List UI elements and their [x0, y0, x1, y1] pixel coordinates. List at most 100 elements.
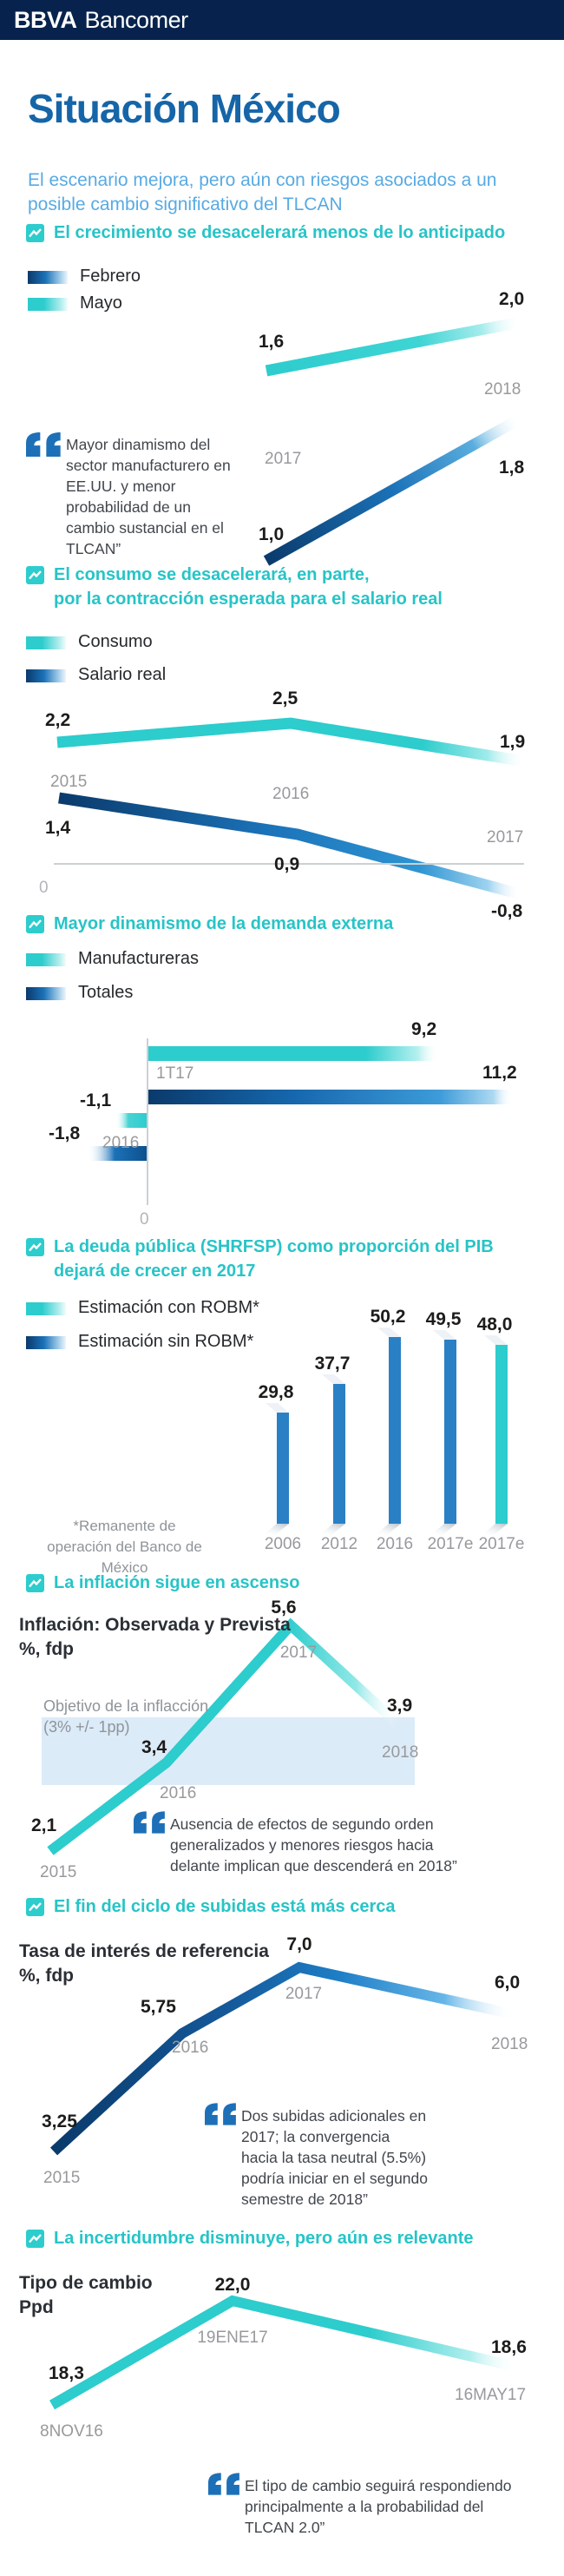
bar-shadow	[482, 1524, 508, 1535]
zero-axis-label: 0	[39, 879, 49, 897]
debt-value-2017e-sin: 49,5	[425, 1309, 462, 1329]
consumo-2016-value: 2,5	[272, 688, 298, 708]
rate-2017-value: 7,0	[286, 1934, 312, 1954]
rate-quote: Dos subidas adicionales en 2017; la conv…	[241, 2107, 429, 2208]
inflation-band-label: Objetivo de la inflacción (3% +/- 1pp)	[43, 1697, 209, 1736]
trend-chart-icon	[26, 1898, 44, 1916]
mayo-2017-value: 1,6	[259, 332, 285, 352]
trend-chart-icon	[26, 2230, 44, 2248]
section-heading-inflacion: La inflación sigue en ascenso	[54, 1573, 300, 1592]
inflation-year-2018: 2018	[382, 1743, 419, 1762]
fx-start-value: 18,3	[49, 2363, 84, 2383]
debt-cat-2006: 2006	[264, 1535, 302, 1553]
brand-logo: BBVA Bancomer	[14, 7, 188, 34]
legend-label-salario: Salario real	[78, 665, 167, 684]
inflation-2017-value: 5,6	[271, 1598, 297, 1617]
febrero-2018-value: 1,8	[499, 458, 525, 478]
fx-line	[49, 2295, 518, 2410]
rate-line	[49, 1961, 515, 2156]
bar-shadow	[430, 1524, 456, 1535]
inflation-2016-value: 3,4	[141, 1737, 167, 1757]
legend-label-consumo: Consumo	[78, 632, 153, 651]
section-heading-tasa: El fin del ciclo de subidas está más cer…	[54, 1897, 396, 1916]
legend-swatch-sin-robm	[26, 1336, 66, 1349]
debt-cat-2017e-con: 2017e	[478, 1535, 525, 1553]
bar-cap	[322, 1374, 345, 1384]
fx-date-16may17: 16MAY17	[455, 2386, 527, 2404]
legend-label-con-robm: Estimación con ROBM*	[78, 1298, 259, 1317]
externa-cat-1t17: 1T17	[156, 1064, 194, 1083]
bar-shadow	[319, 1524, 345, 1535]
legend-swatch-consumo	[26, 636, 66, 649]
debt-value-2016: 50,2	[370, 1307, 406, 1327]
inflation-year-2015: 2015	[40, 1863, 77, 1881]
legend-swatch-salario	[26, 669, 66, 682]
legend-label-manufactureras: Manufactureras	[78, 949, 199, 968]
debt-bar-2017e-sin	[444, 1340, 456, 1524]
fx-end-value: 18,6	[491, 2337, 527, 2357]
inflation-line	[47, 1617, 402, 1855]
page-subtitle: El escenario mejora, pero aún con riesgo…	[28, 170, 497, 214]
mayo-line	[265, 316, 522, 377]
debt-bar-2012	[333, 1384, 345, 1524]
legend-label-febrero: Febrero	[80, 267, 141, 286]
salario-2017-value: -0,8	[491, 901, 523, 921]
febrero-2017-value: 1,0	[259, 524, 285, 544]
inflation-target-band	[42, 1717, 415, 1785]
consumo-2017-value: 1,9	[500, 732, 526, 752]
consumo-year-2017: 2017	[487, 828, 524, 847]
debt-value-2012: 37,7	[314, 1354, 351, 1374]
zero-axis-label: 0	[140, 1210, 149, 1229]
growth-year-2018: 2018	[484, 380, 521, 399]
totales-2016-value: -1,8	[49, 1123, 81, 1143]
growth-quote: Mayor dinamismo del sector manufacturero…	[66, 436, 231, 557]
rate-2016-value: 5,75	[141, 1997, 176, 2017]
mayo-2018-value: 2,0	[499, 289, 525, 309]
consumo-year-2016: 2016	[272, 785, 310, 803]
inflation-chart-title: Inflación: Observada y Prevista %, fdp	[19, 1615, 291, 1659]
salario-2016-value: 0,9	[274, 854, 300, 874]
legend-swatch-con-robm	[26, 1302, 66, 1315]
bar-cap	[377, 1328, 401, 1337]
debt-bar-2016	[389, 1337, 401, 1524]
rate-year-2017: 2017	[285, 1985, 323, 2003]
bar-shadow	[263, 1524, 289, 1535]
debt-cat-2016: 2016	[376, 1535, 414, 1553]
legend-swatch-febrero	[28, 271, 68, 284]
trend-chart-icon	[26, 566, 44, 584]
quote-icon	[134, 1811, 165, 1834]
trend-chart-icon	[26, 1238, 44, 1256]
debt-cat-2017e-sin: 2017e	[427, 1535, 474, 1553]
totales-1t17-value: 11,2	[482, 1063, 517, 1083]
legend-swatch-totales	[26, 987, 66, 1000]
debt-value-2017e-con: 48,0	[476, 1314, 513, 1334]
manufactureras-1t17-value: 9,2	[411, 1019, 437, 1039]
legend-swatch-mayo	[28, 298, 68, 311]
rate-chart-title: Tasa de interés de referencia %, fdp	[19, 1941, 269, 1986]
section-heading-growth: El crecimiento se desacelerará menos de …	[54, 223, 506, 242]
legend-swatch-manufactureras	[26, 953, 66, 966]
fx-quote: El tipo de cambio seguirá respondiendo p…	[245, 2477, 512, 2536]
bar-cap	[484, 1335, 508, 1345]
inflation-year-2016: 2016	[160, 1784, 197, 1802]
fx-peak-value: 22,0	[214, 2275, 251, 2295]
growth-year-2017: 2017	[265, 450, 302, 468]
legend-label-totales: Totales	[78, 983, 134, 1002]
debt-bar-2017e-con	[495, 1345, 508, 1524]
fx-date-19ene17: 19ENE17	[197, 2329, 268, 2347]
legend-label-mayo: Mayo	[80, 293, 122, 313]
bar-cap	[266, 1403, 289, 1413]
brand-bar: BBVA Bancomer	[0, 0, 564, 40]
manufactureras-2016-value: -1,1	[80, 1090, 112, 1110]
rate-year-2018: 2018	[491, 2035, 528, 2053]
externa-cat-2016: 2016	[102, 1134, 140, 1152]
debt-value-2006: 29,8	[258, 1382, 294, 1402]
rate-year-2015: 2015	[43, 2169, 81, 2187]
inflation-quote: Ausencia de efectos de segundo orden gen…	[170, 1815, 457, 1874]
logo-bbva: BBVA	[14, 6, 77, 33]
inflation-2015-value: 2,1	[31, 1815, 57, 1835]
section-heading-cambio: La incertidumbre disminuye, pero aún es …	[54, 2229, 474, 2248]
consumo-2015-value: 2,2	[45, 710, 71, 730]
trend-chart-icon	[26, 224, 44, 242]
